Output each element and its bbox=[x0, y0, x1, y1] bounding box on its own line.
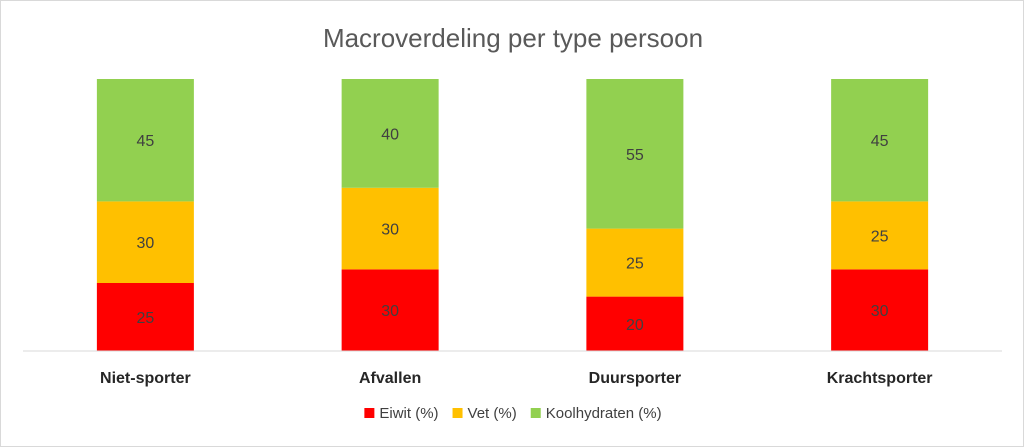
data-label-krachtsporter-eiwit: 30 bbox=[871, 303, 889, 320]
data-label-niet-sporter-eiwit: 25 bbox=[136, 310, 154, 327]
legend-label-koolhydraten: Koolhydraten (%) bbox=[546, 405, 662, 422]
legend-label-vet: Vet (%) bbox=[468, 405, 517, 422]
data-label-niet-sporter-koolhydraten: 45 bbox=[136, 133, 154, 150]
bar-niet-sporter-vet bbox=[96, 201, 194, 283]
category-label-krachtsporter: Krachtsporter bbox=[827, 370, 933, 387]
data-label-duursporter-koolhydraten: 55 bbox=[626, 147, 644, 164]
data-label-duursporter-vet: 25 bbox=[626, 256, 644, 273]
legend-swatch-eiwit bbox=[364, 408, 375, 418]
bar-afvallen-koolhydraten bbox=[341, 79, 439, 188]
category-label-afvallen: Afvallen bbox=[359, 370, 421, 387]
bar-krachtsporter-koolhydraten bbox=[831, 79, 929, 202]
legend-label-eiwit: Eiwit (%) bbox=[379, 405, 438, 422]
bars-layer: 25 30 45 30 30 40 20 25 55 30 25 45 bbox=[96, 79, 929, 351]
bar-krachtsporter-eiwit bbox=[831, 269, 929, 351]
bar-afvallen-vet bbox=[341, 187, 439, 270]
bar-duursporter-koolhydraten bbox=[586, 79, 684, 229]
bar-duursporter-vet bbox=[586, 228, 684, 297]
bar-krachtsporter-vet bbox=[831, 201, 929, 270]
data-label-krachtsporter-vet: 25 bbox=[871, 228, 889, 245]
data-label-afvallen-vet: 30 bbox=[381, 222, 399, 239]
bar-afvallen-eiwit bbox=[341, 269, 439, 351]
category-label-duursporter: Duursporter bbox=[589, 370, 681, 387]
category-label-niet-sporter: Niet-sporter bbox=[100, 370, 191, 387]
bar-niet-sporter-koolhydraten bbox=[96, 79, 194, 202]
data-label-afvallen-koolhydraten: 40 bbox=[381, 126, 399, 143]
bar-duursporter-eiwit bbox=[586, 296, 684, 351]
legend-swatch-koolhydraten bbox=[530, 408, 541, 418]
data-label-afvallen-eiwit: 30 bbox=[381, 303, 399, 320]
legend-swatch-vet bbox=[452, 408, 463, 418]
data-label-duursporter-eiwit: 20 bbox=[626, 317, 644, 334]
category-labels: Niet-sporter Afvallen Duursporter Krachtspo… bbox=[100, 370, 933, 387]
chart-title: Macroverdeling per type persoon bbox=[323, 23, 703, 53]
bar-niet-sporter-eiwit bbox=[96, 283, 194, 351]
data-label-niet-sporter-vet: 30 bbox=[136, 235, 154, 252]
data-label-krachtsporter-koolhydraten: 45 bbox=[871, 133, 889, 150]
legend: Eiwit (%) Vet (%) Koolhydraten (%) bbox=[364, 405, 662, 422]
